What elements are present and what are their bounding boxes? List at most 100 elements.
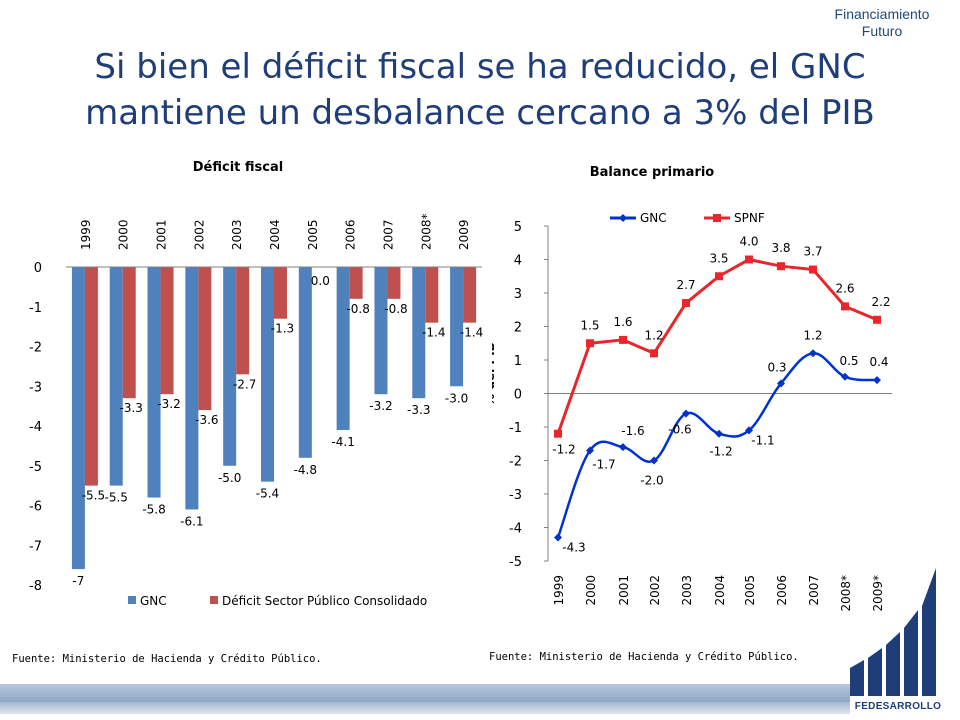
spnf-data-label: 2.2 [871,295,890,309]
gnc-data-label: -5.0 [218,471,241,485]
balance-x-tick-label: 2006 [775,575,789,606]
balance-x-tick-label: 2000 [584,575,598,606]
spc-data-label: -1.4 [422,326,445,340]
spc-bar [274,267,287,319]
deficit-x-tick-label: 2005 [306,219,320,250]
slide-title-line1: Si bien el déficit fiscal se ha reducido… [94,47,866,87]
legend-label-gnc: GNC [640,211,667,225]
legend-swatch-spc [210,596,218,604]
spnf-data-label: -1.2 [552,443,575,457]
gnc-point [650,456,658,465]
deficit-x-tick-label: 2008* [419,213,433,250]
deficit-y-tick-label: -4 [29,420,42,435]
gnc-bar [261,267,274,482]
balance-y-axis-title: % del PIB [492,342,497,406]
spnf-point [619,335,627,344]
balance-y-tick-label: 5 [514,220,522,235]
deficit-x-tick-label: 2001 [155,219,169,250]
balance-x-tick-label: 2003 [680,575,694,606]
balance-y-tick-label: -4 [509,522,522,537]
spc-data-label: -1.4 [460,326,483,340]
gnc-data-label: -1.2 [709,445,732,459]
spnf-point [586,339,594,348]
gnc-point [682,409,690,418]
spc-data-label: -3.2 [157,397,180,411]
deficit-y-tick-label: -6 [29,500,42,515]
spc-bar [122,267,136,399]
gnc-data-label: -3.2 [369,399,392,413]
balance-y-tick-label: 2 [514,321,522,336]
spnf-data-label: 1.2 [644,328,663,342]
gnc-bar [71,267,85,570]
gnc-bar [147,267,161,498]
source-note-left: Fuente: Ministerio de Hacienda y Crédito… [12,653,322,665]
gnc-bar [450,267,464,387]
deficit-chart-title: Déficit fiscal [193,160,283,175]
spc-bar [198,267,212,411]
spc-data-label: -3.6 [195,413,218,427]
gnc-point [777,379,785,388]
legend-marker-gnc [619,214,627,222]
balance-x-tick-label: 1999 [552,575,566,606]
balance-y-tick-label: 3 [514,287,522,302]
balance-y-tick-label: 1 [514,354,522,369]
balance-x-tick-label: 2008* [839,575,853,612]
gnc-point [554,533,562,542]
spc-bar [463,267,477,323]
spc-data-label: -5.5 [82,489,105,503]
section-label-line1: Financiamiento [834,6,930,22]
legend-label-spc: Déficit Sector Público Consolidado [222,594,427,608]
footer-band-top [0,684,850,702]
gnc-data-label: 0.4 [869,355,888,369]
balance-x-tick-label: 2001 [617,575,631,606]
deficit-x-tick-label: 1999 [79,219,93,250]
balance-y-tick-label: -2 [509,455,522,470]
gnc-data-label: -5.8 [142,503,165,517]
spnf-data-label: 1.6 [613,315,632,329]
spc-bar [160,267,174,395]
spnf-data-label: 2.6 [835,281,854,295]
spc-data-label: -0.8 [384,302,407,316]
gnc-data-label: -3.3 [407,403,430,417]
deficit-x-tick-label: 2006 [344,219,358,250]
balance-chart-panel: Balance primario 5 4 3 2 1 0 -1 -2 -3 -4 -5 % del PI… [483,150,955,627]
legend-label-gnc: GNC [140,594,167,608]
spc-bar [84,267,98,486]
footer-band [0,684,850,714]
gnc-data-label: -5.4 [256,487,279,501]
gnc-data-label: 0.5 [839,354,858,368]
gnc-bar [185,267,199,510]
spnf-data-label: 2.7 [676,278,695,292]
deficit-y-tick-label: -7 [29,539,42,554]
spnf-point [682,299,690,308]
gnc-data-label: -5.5 [105,491,128,505]
deficit-y-tick-label: -2 [29,341,42,356]
balance-y-tick-label: -3 [509,488,522,503]
gnc-data-label: -0.6 [668,423,691,437]
deficit-x-tick-label: 2000 [117,219,131,250]
section-label-line2: Futuro [861,23,903,39]
gnc-bar [374,267,388,395]
gnc-data-label: -4.8 [294,463,317,477]
balance-x-tick-label: 2004 [713,575,727,606]
spnf-data-label: 4.0 [739,235,758,249]
balance-y-tick-label: 0 [514,388,522,403]
deficit-y-tick-label: -5 [29,460,42,475]
balance-y-tick-label: -1 [509,421,522,436]
spnf-data-label: 1.5 [580,318,599,332]
gnc-point [715,429,723,438]
deficit-chart-panel: Déficit fiscal 0 -1 -2 -3 -4 -5 -6 -7 -8 1999 -7 -5.… [10,150,487,627]
spnf-data-label: 3.7 [803,245,822,259]
gnc-data-label: -1.7 [592,457,615,471]
slide-title-line2: mantiene un desbalance cercano a 3% del … [85,93,875,133]
gnc-bar [109,267,123,486]
source-note-right: Fuente: Ministerio de Hacienda y Crédito… [489,651,799,663]
gnc-data-label: -3.0 [445,391,468,405]
fedesarrollo-logo-icon [850,568,936,696]
spnf-point [554,429,562,438]
spnf-point [873,315,881,324]
gnc-data-label: -4.1 [331,435,354,449]
balance-y-tick-label: 4 [514,254,522,269]
spc-data-label: -0.8 [346,302,369,316]
spc-data-label: -2.7 [233,377,256,391]
